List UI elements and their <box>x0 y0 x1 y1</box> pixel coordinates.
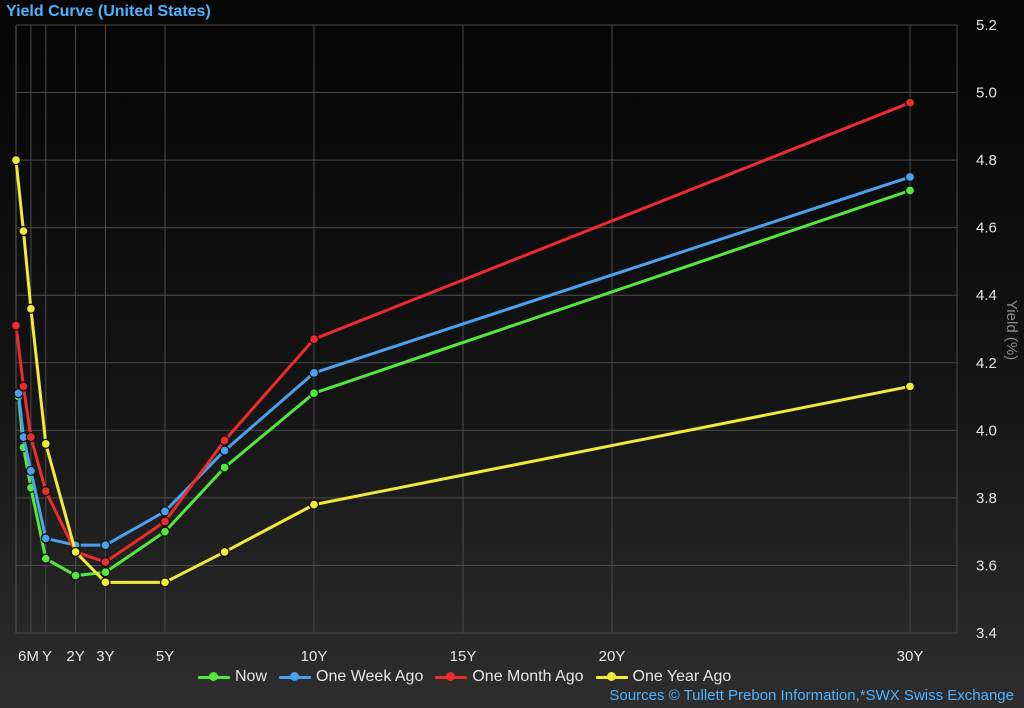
series-1-point-9[interactable] <box>904 171 916 183</box>
grid-lines <box>15 24 958 634</box>
series-2-point-9[interactable] <box>904 97 916 108</box>
x-tick-label-2: 2Y <box>66 648 84 665</box>
series-0-point-3[interactable] <box>40 553 51 564</box>
series-3-point-6[interactable] <box>159 577 171 588</box>
series-line-2 <box>14 101 911 564</box>
legend-label: One Week Ago <box>316 668 424 685</box>
legend-item-0[interactable]: Now <box>198 668 267 686</box>
legend-label: One Month Ago <box>472 668 584 685</box>
series-1-point-7[interactable] <box>219 445 230 456</box>
series-3-point-4[interactable] <box>70 546 81 558</box>
series-line-1 <box>16 175 911 547</box>
legend-label: One Year Ago <box>632 668 732 685</box>
x-tick-label-3: 3Y <box>96 648 114 665</box>
series-3-point-8[interactable] <box>308 499 320 510</box>
series-1 <box>13 171 916 551</box>
legend-swatch-icon <box>198 671 230 683</box>
series-2-point-1[interactable] <box>18 381 29 392</box>
series-0-point-9[interactable] <box>904 185 916 196</box>
series-1-point-6[interactable] <box>159 506 171 517</box>
legend-item-2[interactable]: One Month Ago <box>435 668 584 686</box>
series-3 <box>10 154 916 588</box>
series-2-point-7[interactable] <box>219 435 230 446</box>
source-credit: Sources © Tullett Prebon Information,*SW… <box>609 687 1014 704</box>
series-2-point-0[interactable] <box>10 320 22 331</box>
series-1-point-2[interactable] <box>25 465 37 477</box>
y-tick-label-0: 3.4 <box>976 625 997 642</box>
series-3-point-5[interactable] <box>100 577 111 588</box>
y-tick-label-9: 5.2 <box>976 17 997 34</box>
series-0-point-7[interactable] <box>219 462 230 473</box>
series-lines <box>10 97 916 588</box>
y-tick-label-2: 3.8 <box>976 490 997 507</box>
series-3-point-9[interactable] <box>904 381 916 392</box>
series-2-point-8[interactable] <box>308 333 320 345</box>
y-tick-label-3: 4.0 <box>976 422 997 439</box>
series-line-3 <box>14 159 911 584</box>
legend-label: Now <box>235 668 268 685</box>
x-tick-label-6: 15Y <box>450 648 477 665</box>
series-2-point-3[interactable] <box>40 485 51 497</box>
y-tick-label-5: 4.4 <box>976 287 997 304</box>
series-0-point-4[interactable] <box>70 570 81 581</box>
y-axis-ticks: 3.4 3.6 3.8 4.0 4.2 4.4 4.6 4.8 5.0 5.2 <box>976 17 997 642</box>
series-3-point-2[interactable] <box>25 303 37 314</box>
series-3-point-1[interactable] <box>18 225 29 237</box>
series-2-point-5[interactable] <box>100 556 111 568</box>
legend-swatch-icon <box>279 671 312 683</box>
series-1-point-3[interactable] <box>40 533 51 544</box>
x-tick-label-7: 20Y <box>599 648 626 665</box>
series-0-point-6[interactable] <box>159 526 171 537</box>
x-tick-label-1: Y <box>42 648 52 665</box>
x-tick-label-0: 6M <box>18 648 39 665</box>
chart-title: Yield Curve (United States) <box>6 3 211 20</box>
y-axis-label: Yield (%) <box>1003 300 1020 360</box>
x-tick-label-5: 10Y <box>301 648 328 665</box>
series-0-point-5[interactable] <box>100 567 111 578</box>
y-tick-label-8: 5.0 <box>976 85 997 102</box>
x-tick-label-8: 30Y <box>897 648 924 665</box>
y-tick-label-1: 3.6 <box>976 557 997 574</box>
series-1-point-8[interactable] <box>308 367 320 379</box>
x-axis-ticks: 6M Y 2Y 3Y 5Y 10Y 15Y 20Y 30Y <box>18 648 923 665</box>
series-3-point-0[interactable] <box>10 154 22 166</box>
legend-item-1[interactable]: One Week Ago <box>279 668 423 686</box>
series-0-point-8[interactable] <box>308 388 320 399</box>
series-2-point-2[interactable] <box>25 431 37 443</box>
y-tick-label-6: 4.6 <box>976 220 997 237</box>
legend-swatch-icon <box>595 671 628 683</box>
legend-item-3[interactable]: One Year Ago <box>595 668 732 686</box>
y-tick-label-4: 4.2 <box>976 355 997 372</box>
series-3-point-7[interactable] <box>219 546 230 558</box>
legend: Now One Week Ago One Month Ago One Year Ago <box>198 667 731 687</box>
x-tick-label-4: 5Y <box>156 648 174 665</box>
series-3-point-3[interactable] <box>40 438 51 449</box>
series-2-point-6[interactable] <box>159 516 171 527</box>
series-1-point-5[interactable] <box>100 540 111 551</box>
y-tick-label-7: 4.8 <box>976 152 997 169</box>
legend-swatch-icon <box>435 671 468 683</box>
